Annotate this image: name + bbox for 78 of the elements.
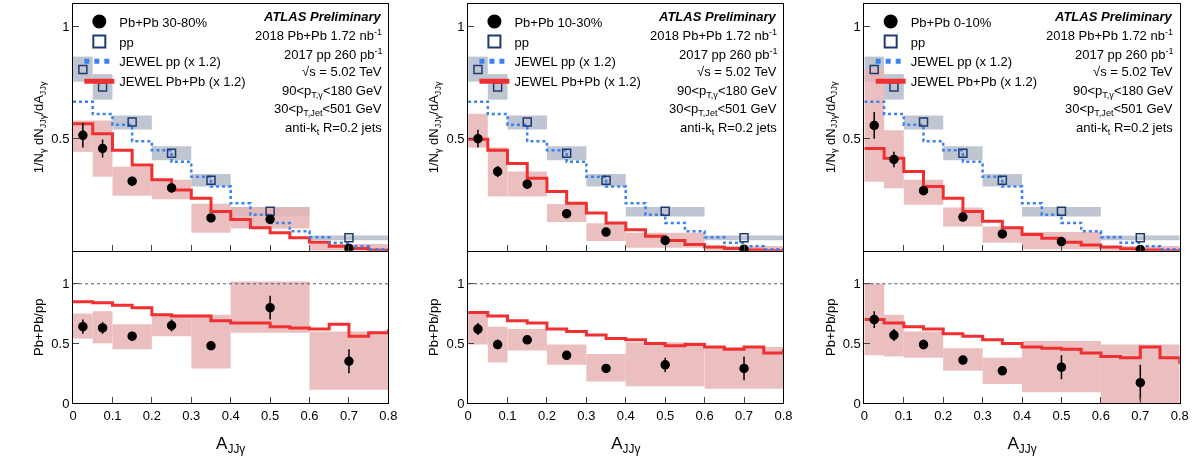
x-tick-label: 0.2 (934, 407, 953, 423)
x-tick-label: 0.1 (103, 407, 122, 423)
y-tick-label: 1 (457, 276, 465, 292)
x-tick-label: 0.5 (1052, 407, 1071, 423)
x-tick-label: 0.7 (1131, 407, 1150, 423)
x-tick-label: 0.6 (695, 407, 714, 423)
annotation: anti-k$_{t}$ R=0.2 jets (680, 120, 778, 137)
y-axis-title: Pb+Pb/pp (426, 298, 442, 357)
y-tick-label: 0 (457, 395, 465, 411)
annotation: 30<p$_{T,Jet}$<501 GeV (669, 101, 777, 118)
x-tick-label: 0.3 (973, 407, 992, 423)
x-tick-label: 0.8 (379, 407, 398, 423)
x-tick-label: 0.5 (656, 407, 675, 423)
annotation: 2017 pp 260 pb$^{-1}$ (1075, 46, 1174, 63)
annotation: ATLAS Preliminary (263, 9, 382, 24)
x-tick-label: 0.2 (537, 407, 556, 423)
annotation: 2017 pp 260 pb$^{-1}$ (284, 46, 383, 63)
y-tick-label: 0.5 (446, 335, 465, 351)
x-tick-label: 0.7 (339, 407, 358, 423)
x-tick-label: 0.6 (1091, 407, 1110, 423)
x-tick-label: 0.8 (774, 407, 793, 423)
legend-label: JEWEL pp (x 1.2) (119, 54, 221, 70)
x-tick-label: 0.5 (261, 407, 280, 423)
x-tick-label: 0.2 (142, 407, 161, 423)
legend-label: JEWEL Pb+Pb (x 1.2) (514, 74, 641, 90)
annotation: 2018 Pb+Pb 1.72 nb$^{-1}$ (650, 27, 778, 44)
legend-label: pp (514, 34, 529, 50)
y-axis-title: Pb+Pb/pp (31, 298, 47, 357)
annotation: 2018 Pb+Pb 1.72 nb$^{-1}$ (1046, 27, 1174, 44)
legend-label: pp (119, 34, 134, 50)
y-tick-label: 1 (853, 19, 861, 35)
annotation: 2017 pp 260 pb$^{-1}$ (679, 46, 778, 63)
legend-label: pp (910, 34, 926, 50)
y-axis-title: Pb+Pb/pp (822, 298, 838, 357)
annotation: anti-k$_{t}$ R=0.2 jets (1076, 120, 1174, 137)
y-tick-label: 1 (457, 19, 465, 35)
annotation: anti-k$_{t}$ R=0.2 jets (285, 120, 383, 137)
legend-label: JEWEL Pb+Pb (x 1.2) (119, 74, 246, 90)
annotation: √s = 5.02 TeV (697, 64, 777, 79)
legend-label: Pb+Pb 10-30% (514, 14, 603, 30)
y-tick-label: 1 (853, 276, 861, 292)
x-tick-label: 0.8 (1170, 407, 1189, 423)
legend-label: JEWEL pp (x 1.2) (910, 54, 1013, 70)
x-axis-title: A$_{JJγ}$ (216, 433, 246, 456)
annotation: √s = 5.02 TeV (1093, 64, 1173, 79)
y-tick-label: 0 (853, 395, 861, 411)
annotation: 2018 Pb+Pb 1.72 nb$^{-1}$ (255, 27, 383, 44)
annotation: ATLAS Preliminary (658, 9, 777, 24)
y-tick-label: 0.5 (842, 131, 861, 147)
legend-label: Pb+Pb 30-80% (119, 14, 208, 30)
annotation: 30<p$_{T,Jet}$<501 GeV (274, 101, 382, 118)
annotation: 90<p$_{T,γ}$<180 GeV (677, 83, 778, 100)
x-tick-label: 0.4 (616, 407, 635, 423)
annotation: 90<p$_{T,γ}$<180 GeV (282, 83, 383, 100)
y-tick-label: 0.5 (446, 131, 465, 147)
x-tick-label: 0.1 (894, 407, 913, 423)
annotation: √s = 5.02 TeV (302, 64, 382, 79)
legend-label: JEWEL Pb+Pb (x 1.2) (910, 74, 1038, 90)
legend-label: Pb+Pb 0-10% (910, 14, 992, 30)
y-tick-label: 0.5 (51, 335, 70, 351)
x-tick-label: 0.6 (300, 407, 319, 423)
x-axis-title: A$_{JJγ}$ (611, 433, 641, 456)
x-tick-label: 0.4 (221, 407, 240, 423)
x-axis-title: A$_{JJγ}$ (1007, 433, 1037, 456)
y-tick-label: 0 (62, 395, 70, 411)
y-tick-label: 1 (62, 276, 70, 292)
x-tick-label: 0.1 (498, 407, 517, 423)
x-tick-label: 0.7 (734, 407, 754, 423)
x-tick-label: 0.3 (182, 407, 201, 423)
y-tick-label: 1 (62, 19, 70, 35)
x-tick-label: 0.4 (1013, 407, 1032, 423)
x-tick-label: 0.3 (577, 407, 596, 423)
annotation: 30<p$_{T,Jet}$<501 GeV (1065, 101, 1173, 118)
y-tick-label: 0.5 (842, 335, 861, 351)
annotation: ATLAS Preliminary (1054, 9, 1173, 24)
legend-label: JEWEL pp (x 1.2) (514, 54, 616, 70)
y-tick-label: 0.5 (51, 131, 70, 147)
annotation: 90<p$_{T,γ}$<180 GeV (1073, 83, 1174, 100)
